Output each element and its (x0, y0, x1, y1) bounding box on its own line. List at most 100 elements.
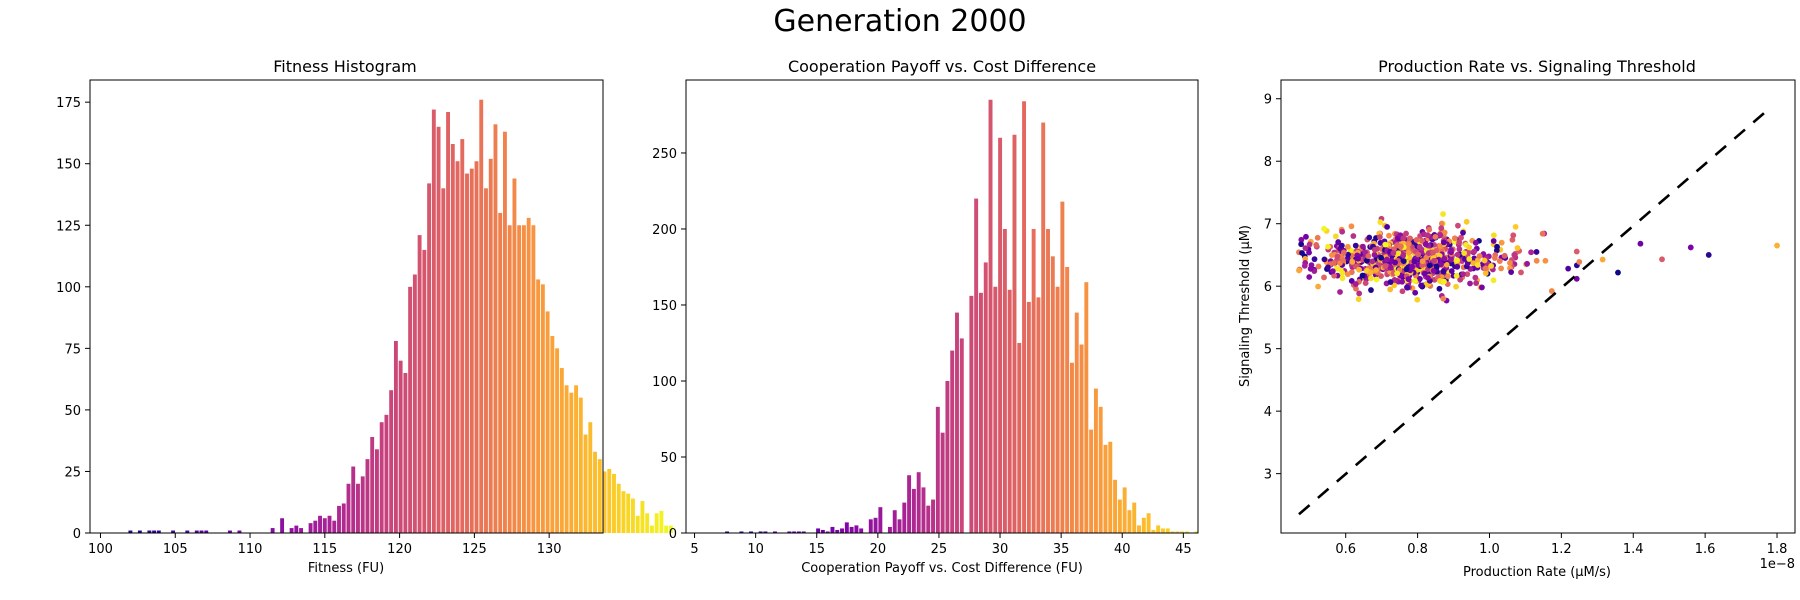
scatter-point (1313, 242, 1320, 248)
scatter-point (1314, 234, 1321, 241)
histogram-bar (1093, 388, 1098, 533)
histogram-bar (945, 380, 950, 533)
scatter-point (1511, 251, 1518, 258)
histogram-bar (792, 531, 797, 533)
histogram-bar (978, 292, 983, 533)
x-tick-label: 5 (690, 542, 698, 557)
scatter-point (1512, 223, 1519, 230)
histogram-bar (384, 414, 389, 533)
scatter-point (1348, 223, 1355, 230)
scatter-point (1471, 248, 1478, 255)
histogram-bar (916, 472, 921, 533)
scatter-point (1482, 265, 1489, 272)
histogram-bar (621, 491, 626, 533)
scatter-point (1363, 257, 1370, 264)
scatter-point (1454, 251, 1461, 258)
scatter-point (1387, 286, 1394, 293)
histogram-bar (194, 530, 199, 533)
scatter-point (1325, 243, 1331, 250)
histogram-bar (436, 126, 441, 534)
histogram-bar (902, 502, 907, 533)
histogram-bar (1026, 301, 1031, 533)
histogram-bar (147, 530, 152, 533)
scatter-point (1705, 252, 1712, 258)
scatter-point (1423, 254, 1430, 261)
histogram-bar (1170, 531, 1175, 533)
x-tick-label: 1.2 (1551, 542, 1572, 557)
scatter-point (1448, 246, 1454, 253)
histogram-bar (351, 466, 356, 533)
histogram-bar (1050, 256, 1055, 533)
scatter-point (1533, 249, 1540, 255)
scatter-point (1334, 253, 1341, 260)
histogram-bar (1165, 528, 1170, 533)
reference-dashed-line (1298, 107, 1771, 516)
histogram-bar (299, 528, 304, 533)
histogram-bar (517, 225, 522, 533)
scatter-point (1411, 258, 1418, 265)
histogram-bar (1089, 429, 1094, 533)
histogram-bar (507, 225, 512, 533)
histogram-bar (332, 520, 337, 533)
histogram-bar (835, 529, 840, 533)
scatter-point (1414, 296, 1421, 303)
histogram-bar (365, 459, 370, 533)
y-tick-label: 7 (1264, 218, 1272, 233)
scatter-point (1425, 275, 1431, 281)
scatter-point (1687, 244, 1694, 251)
histogram-bar (763, 531, 768, 533)
scatter-point (1331, 272, 1337, 279)
scatter-point (1403, 266, 1410, 273)
scatter-point (1528, 249, 1534, 256)
histogram-bar (907, 475, 912, 533)
scatter-point (1476, 253, 1483, 259)
histogram-bar (616, 483, 621, 533)
x-tick-label: 25 (931, 542, 948, 557)
scatter-point (1774, 242, 1780, 249)
histogram-bar (1103, 444, 1108, 533)
scatter-point (1461, 250, 1468, 256)
histogram-bar (389, 390, 394, 533)
histogram-bar (512, 178, 517, 533)
scatter-point (1473, 280, 1480, 287)
histogram-bar (998, 137, 1003, 533)
panel-3-frame (1280, 79, 1796, 534)
panel-1-frame (89, 79, 604, 534)
scatter-point (1419, 237, 1426, 244)
scatter-point (1404, 284, 1411, 291)
panel-3-title: Production Rate vs. Signaling Threshold (1378, 57, 1696, 76)
scatter-point (1438, 225, 1445, 232)
histogram-bar (550, 336, 555, 533)
histogram-bar (816, 528, 821, 533)
scatter-point (1398, 243, 1404, 250)
histogram-bar (830, 526, 835, 533)
scatter-point (1298, 236, 1305, 243)
y-tick-label: 75 (64, 342, 81, 357)
scatter-point (1440, 268, 1447, 275)
y-tick-label: 50 (64, 404, 81, 419)
x-tick-label: 100 (88, 542, 113, 557)
scatter-point (1377, 219, 1384, 226)
scatter-point (1349, 259, 1356, 265)
scatter-point (1387, 264, 1394, 271)
panel-2-axes: 5 10 15 20 25 30 35 40 45 0 50 100 150 200 250 (652, 147, 1191, 557)
scatter-point (1508, 269, 1515, 275)
scatter-point (1430, 249, 1436, 256)
scatter-point (1453, 272, 1460, 279)
x-tick-label: 115 (312, 542, 337, 557)
scatter-point (1412, 289, 1419, 296)
histogram-bar (559, 368, 564, 533)
scatter-point (1573, 248, 1580, 255)
y-tick-label: 4 (1264, 405, 1272, 420)
x-tick-label: 130 (537, 542, 562, 557)
scatter-point (1306, 241, 1313, 248)
scatter-point (1321, 274, 1327, 281)
histogram-bar (441, 188, 446, 533)
scatter-point (1315, 283, 1321, 290)
scatter-point (1437, 243, 1444, 249)
histogram-bar (931, 499, 936, 533)
scatter-point (1296, 267, 1302, 274)
scatter-point (1339, 275, 1346, 282)
x-tick-label: 45 (1175, 542, 1192, 557)
